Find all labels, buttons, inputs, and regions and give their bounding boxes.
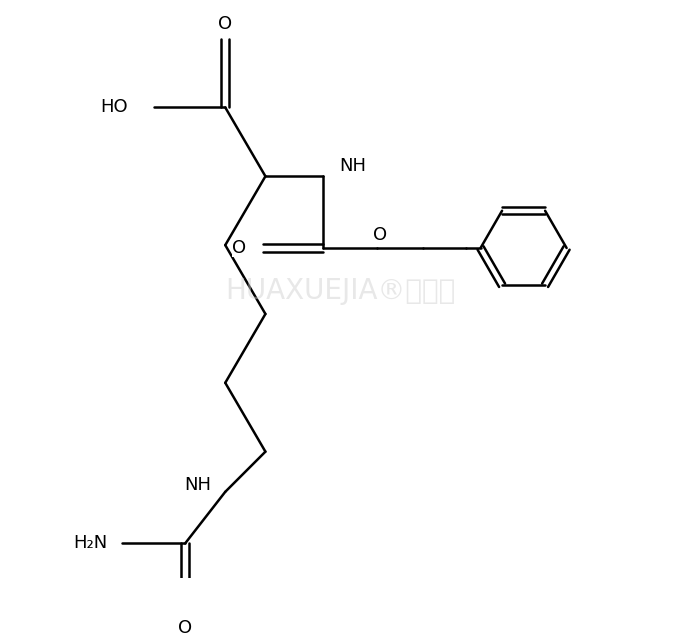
Text: NH: NH [339,157,366,175]
Text: H₂N: H₂N [73,534,107,552]
Text: O: O [178,619,192,634]
Text: O: O [233,239,246,257]
Text: HUAXUEJIA®化学加: HUAXUEJIA®化学加 [225,277,455,305]
Text: NH: NH [184,476,211,494]
Text: O: O [218,15,233,33]
Text: O: O [373,226,387,244]
Text: HO: HO [100,98,128,117]
